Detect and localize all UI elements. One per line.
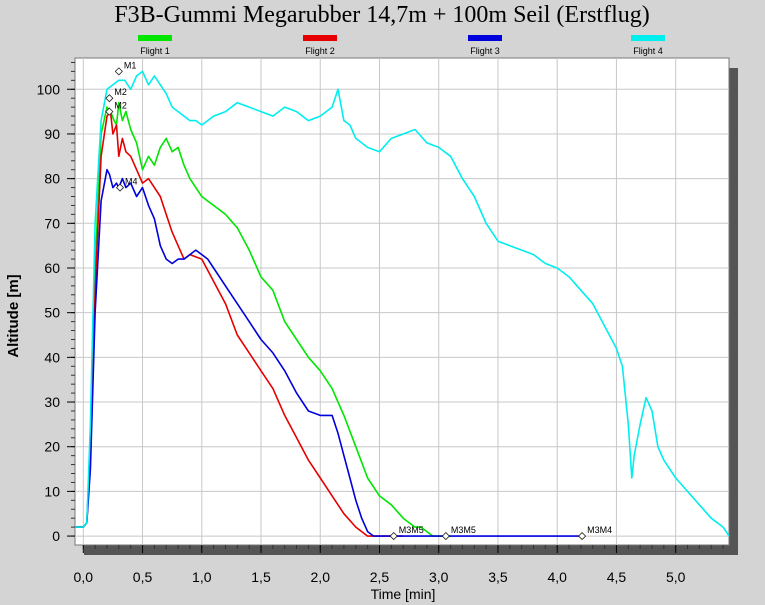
legend-swatch-1 xyxy=(138,35,172,41)
y-tick-label: 60 xyxy=(44,260,60,276)
axes: 0,0 0,5 1,0 1,5 2,0 2,5 3,0 3,5 4,0 4,5 5,0 0 10 20 30… xyxy=(37,61,724,585)
marker-label: M2 xyxy=(114,101,127,111)
x-tick-label: 5,0 xyxy=(666,569,686,585)
marker-symbol xyxy=(389,531,398,541)
marker-label: M1 xyxy=(124,60,137,70)
series-line-1 xyxy=(75,101,451,537)
legend-label-2: Flight 2 xyxy=(305,46,335,56)
plot-area xyxy=(74,57,730,546)
legend: Flight 1 Flight 2 Flight 3 Flight 4 xyxy=(138,35,665,56)
x-tick-label: 0,5 xyxy=(133,569,153,585)
y-tick-label: 100 xyxy=(37,81,61,97)
marker-symbol xyxy=(441,531,450,541)
x-tick-label: 1,0 xyxy=(192,569,212,585)
legend-swatch-2 xyxy=(303,35,337,41)
legend-label-1: Flight 1 xyxy=(140,46,170,56)
marker-label: M3M5 xyxy=(451,525,476,535)
legend-label-4: Flight 4 xyxy=(633,46,663,56)
x-tick-label: 4,5 xyxy=(607,569,627,585)
y-tick-label: 30 xyxy=(44,394,60,410)
x-tick-label: 4,0 xyxy=(547,569,567,585)
x-tick-label: 2,5 xyxy=(370,569,390,585)
marker-label: M3M5 xyxy=(399,525,424,535)
marker-symbol xyxy=(105,94,114,103)
legend-label-3: Flight 3 xyxy=(470,46,500,56)
marker-symbol xyxy=(115,183,125,192)
y-tick-label: 20 xyxy=(44,439,60,455)
y-tick-label: 70 xyxy=(44,215,60,231)
marker-symbol xyxy=(105,107,114,116)
x-tick-label: 2,0 xyxy=(311,569,331,585)
marker-label: M4 xyxy=(125,177,138,187)
marker-label: M3M4 xyxy=(587,525,612,535)
grid xyxy=(75,58,729,545)
y-tick-label: 50 xyxy=(44,305,60,321)
x-tick-label: 3,5 xyxy=(488,569,508,585)
x-tick-label: 3,0 xyxy=(429,569,449,585)
y-tick-label: 90 xyxy=(44,126,60,142)
x-axis-label: Time [min] xyxy=(371,586,436,602)
marker-symbol xyxy=(578,531,587,541)
markers: M1 M2 M2 M4 M3M5 M3M5 M3M4 xyxy=(105,60,612,541)
x-tick-label: 1,5 xyxy=(251,569,271,585)
y-tick-label: 80 xyxy=(44,171,60,187)
marker-symbol xyxy=(114,67,123,76)
series-lines xyxy=(75,70,730,537)
legend-swatch-3 xyxy=(468,35,502,41)
series-line-3 xyxy=(75,168,581,537)
marker-label: M2 xyxy=(114,87,127,97)
series-line-4 xyxy=(75,70,730,537)
y-tick-label: 40 xyxy=(44,349,60,365)
chart-title: F3B-Gummi Megarubber 14,7m + 100m Seil (… xyxy=(114,2,649,28)
y-tick-label: 10 xyxy=(44,483,60,499)
y-tick-label: 0 xyxy=(52,528,60,544)
y-axis-label: Altitude [m] xyxy=(5,274,22,357)
x-tick-label: 0,0 xyxy=(74,569,94,585)
legend-swatch-4 xyxy=(631,35,665,41)
